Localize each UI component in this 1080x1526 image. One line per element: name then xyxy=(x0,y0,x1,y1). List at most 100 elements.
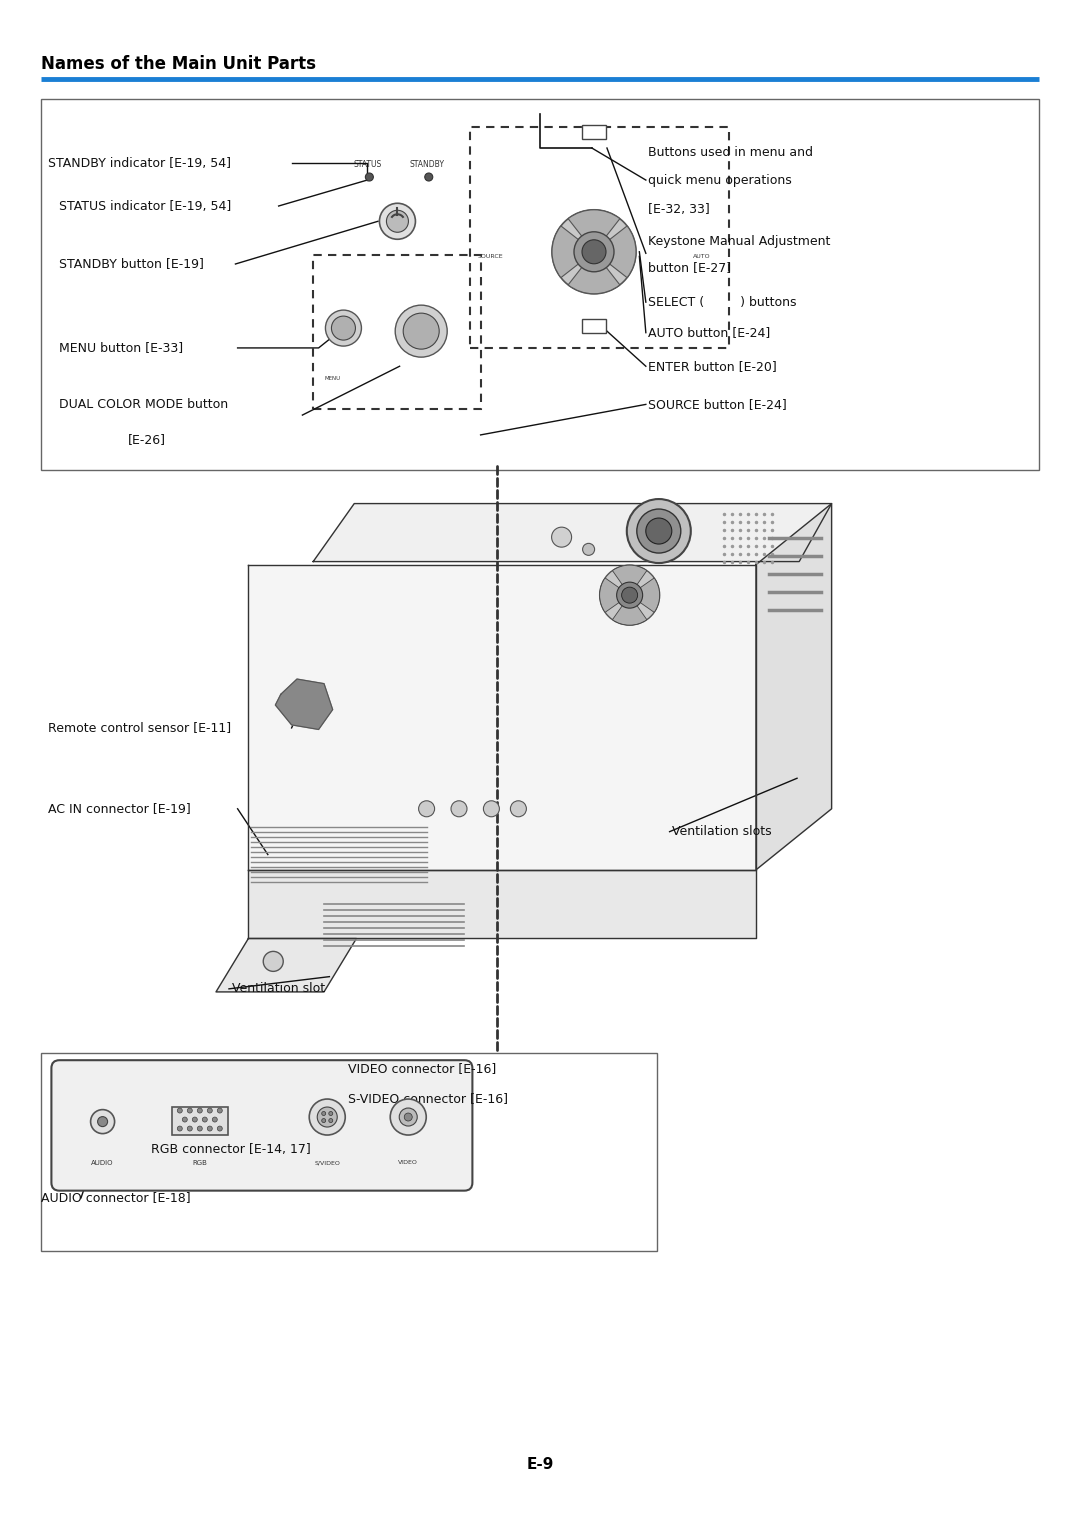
Wedge shape xyxy=(599,578,630,612)
Text: AUTO: AUTO xyxy=(693,253,711,259)
Circle shape xyxy=(198,1108,202,1112)
Circle shape xyxy=(400,1108,417,1126)
Circle shape xyxy=(207,1126,213,1131)
Circle shape xyxy=(213,1117,217,1122)
Circle shape xyxy=(637,510,680,552)
Circle shape xyxy=(379,203,416,240)
Circle shape xyxy=(177,1126,183,1131)
Text: VIDEO connector [E-16]: VIDEO connector [E-16] xyxy=(348,1062,496,1074)
Text: button [E-27]: button [E-27] xyxy=(648,261,731,273)
Text: [E-26]: [E-26] xyxy=(127,433,165,446)
Circle shape xyxy=(552,526,571,548)
Circle shape xyxy=(484,801,499,816)
Bar xyxy=(172,1106,228,1134)
Circle shape xyxy=(626,499,691,563)
Text: AUDIO: AUDIO xyxy=(92,1160,113,1166)
Text: quick menu operations: quick menu operations xyxy=(648,174,792,186)
Text: Buttons used in menu and: Buttons used in menu and xyxy=(648,146,813,159)
Circle shape xyxy=(617,581,643,609)
Bar xyxy=(470,127,729,348)
Circle shape xyxy=(328,1111,333,1116)
Polygon shape xyxy=(248,565,756,870)
Wedge shape xyxy=(568,252,620,295)
Circle shape xyxy=(646,517,672,545)
Circle shape xyxy=(207,1108,213,1112)
Circle shape xyxy=(318,1106,337,1128)
Circle shape xyxy=(217,1108,222,1112)
Text: S/VIDEO: S/VIDEO xyxy=(314,1160,340,1166)
Circle shape xyxy=(177,1108,183,1112)
Text: STATUS: STATUS xyxy=(353,160,381,169)
Wedge shape xyxy=(630,578,660,612)
Text: RGB connector [E-14, 17]: RGB connector [E-14, 17] xyxy=(151,1143,311,1155)
Circle shape xyxy=(582,240,606,264)
Polygon shape xyxy=(216,938,356,992)
Wedge shape xyxy=(552,226,594,278)
Circle shape xyxy=(217,1126,222,1131)
Text: VIDEO: VIDEO xyxy=(399,1160,418,1166)
Text: Names of the Main Unit Parts: Names of the Main Unit Parts xyxy=(41,55,316,73)
Polygon shape xyxy=(248,870,756,938)
Circle shape xyxy=(511,801,526,816)
Text: STATUS indicator [E-19, 54]: STATUS indicator [E-19, 54] xyxy=(59,200,231,212)
Bar xyxy=(582,125,606,139)
Polygon shape xyxy=(756,504,832,870)
Text: STANDBY indicator [E-19, 54]: STANDBY indicator [E-19, 54] xyxy=(48,157,230,169)
Circle shape xyxy=(599,565,660,626)
Circle shape xyxy=(187,1126,192,1131)
Circle shape xyxy=(198,1126,202,1131)
Circle shape xyxy=(332,316,355,340)
Text: SOURCE: SOURCE xyxy=(477,253,503,259)
Text: S-VIDEO connector [E-16]: S-VIDEO connector [E-16] xyxy=(348,1093,508,1105)
Text: SOURCE button [E-24]: SOURCE button [E-24] xyxy=(648,398,786,410)
Circle shape xyxy=(404,1112,413,1122)
Text: MENU button [E-33]: MENU button [E-33] xyxy=(59,342,184,354)
Circle shape xyxy=(365,172,374,182)
Polygon shape xyxy=(275,679,333,729)
Text: Keystone Manual Adjustment: Keystone Manual Adjustment xyxy=(648,235,831,247)
Circle shape xyxy=(97,1117,108,1126)
Text: MODE: MODE xyxy=(414,330,429,336)
Text: MENU: MENU xyxy=(325,375,340,382)
Circle shape xyxy=(552,209,636,295)
Circle shape xyxy=(91,1109,114,1134)
Text: AC IN connector [E-19]: AC IN connector [E-19] xyxy=(48,803,190,815)
Bar xyxy=(313,255,481,409)
Text: STANDBY: STANDBY xyxy=(409,160,444,169)
Text: RGB: RGB xyxy=(192,1160,207,1166)
Polygon shape xyxy=(313,504,832,562)
Text: ENTER button [E-20]: ENTER button [E-20] xyxy=(648,360,777,372)
Text: AUTO button [E-24]: AUTO button [E-24] xyxy=(648,327,770,339)
Circle shape xyxy=(202,1117,207,1122)
Circle shape xyxy=(322,1111,326,1116)
Bar xyxy=(41,1053,657,1251)
Bar xyxy=(41,99,1039,470)
Circle shape xyxy=(322,1119,326,1123)
Circle shape xyxy=(192,1117,198,1122)
Circle shape xyxy=(390,1099,427,1135)
Circle shape xyxy=(309,1099,346,1135)
Text: [E-32, 33]: [E-32, 33] xyxy=(648,203,710,215)
Text: DUAL COLOR: DUAL COLOR xyxy=(404,310,438,316)
Circle shape xyxy=(582,543,595,555)
Wedge shape xyxy=(612,565,647,595)
Circle shape xyxy=(573,232,615,272)
Text: Ventilation slots: Ventilation slots xyxy=(672,826,771,838)
Wedge shape xyxy=(612,595,647,626)
Circle shape xyxy=(328,1119,333,1123)
Circle shape xyxy=(451,801,467,816)
Bar xyxy=(582,319,606,333)
Text: DUAL COLOR MODE button: DUAL COLOR MODE button xyxy=(59,398,229,410)
FancyBboxPatch shape xyxy=(52,1061,472,1190)
Text: SELECT (         ) buttons: SELECT ( ) buttons xyxy=(648,296,797,308)
Circle shape xyxy=(622,588,637,603)
Text: E-9: E-9 xyxy=(526,1457,554,1473)
Circle shape xyxy=(387,211,408,232)
Circle shape xyxy=(424,172,433,182)
Text: STANDBY button [E-19]: STANDBY button [E-19] xyxy=(59,258,204,270)
Wedge shape xyxy=(594,226,636,278)
Circle shape xyxy=(183,1117,187,1122)
Circle shape xyxy=(264,951,283,972)
Text: AUDIO connector [E-18]: AUDIO connector [E-18] xyxy=(41,1192,191,1204)
Text: Remote control sensor [E-11]: Remote control sensor [E-11] xyxy=(48,722,231,734)
